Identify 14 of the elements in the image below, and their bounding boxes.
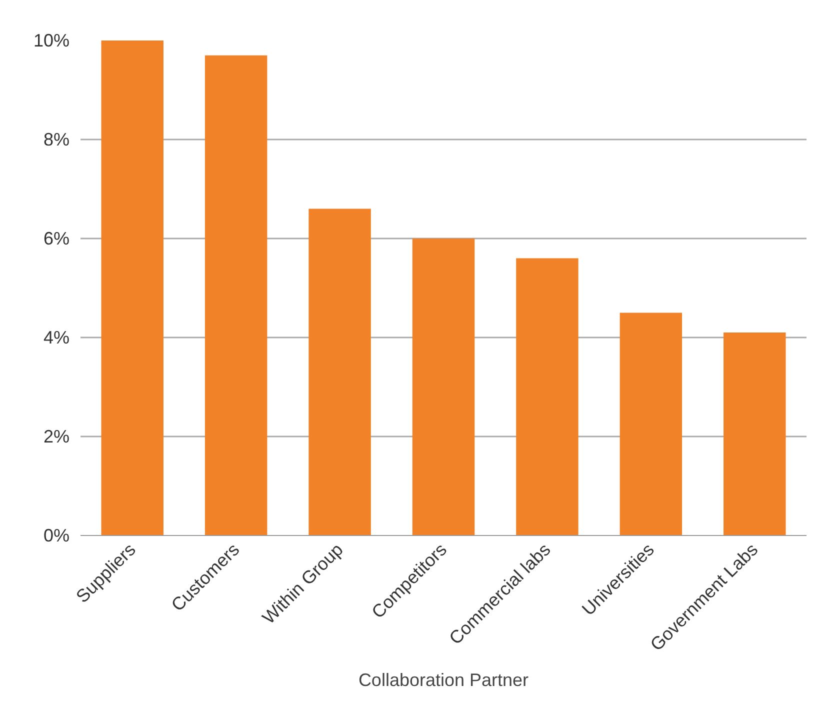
bar (620, 312, 682, 536)
bar (724, 332, 786, 536)
bar (516, 258, 578, 536)
bar (308, 208, 371, 536)
bar (101, 40, 164, 536)
bar (204, 55, 268, 536)
y-tick-label: 4% (43, 328, 70, 348)
y-tick-label: 2% (43, 426, 70, 446)
y-tick-label: 10% (33, 30, 70, 50)
y-tick-label: 8% (43, 130, 70, 150)
x-axis-title: Collaboration Partner (358, 670, 529, 690)
y-tick-label: 0% (43, 526, 70, 546)
y-tick-label: 6% (43, 228, 70, 248)
bar (412, 238, 475, 536)
